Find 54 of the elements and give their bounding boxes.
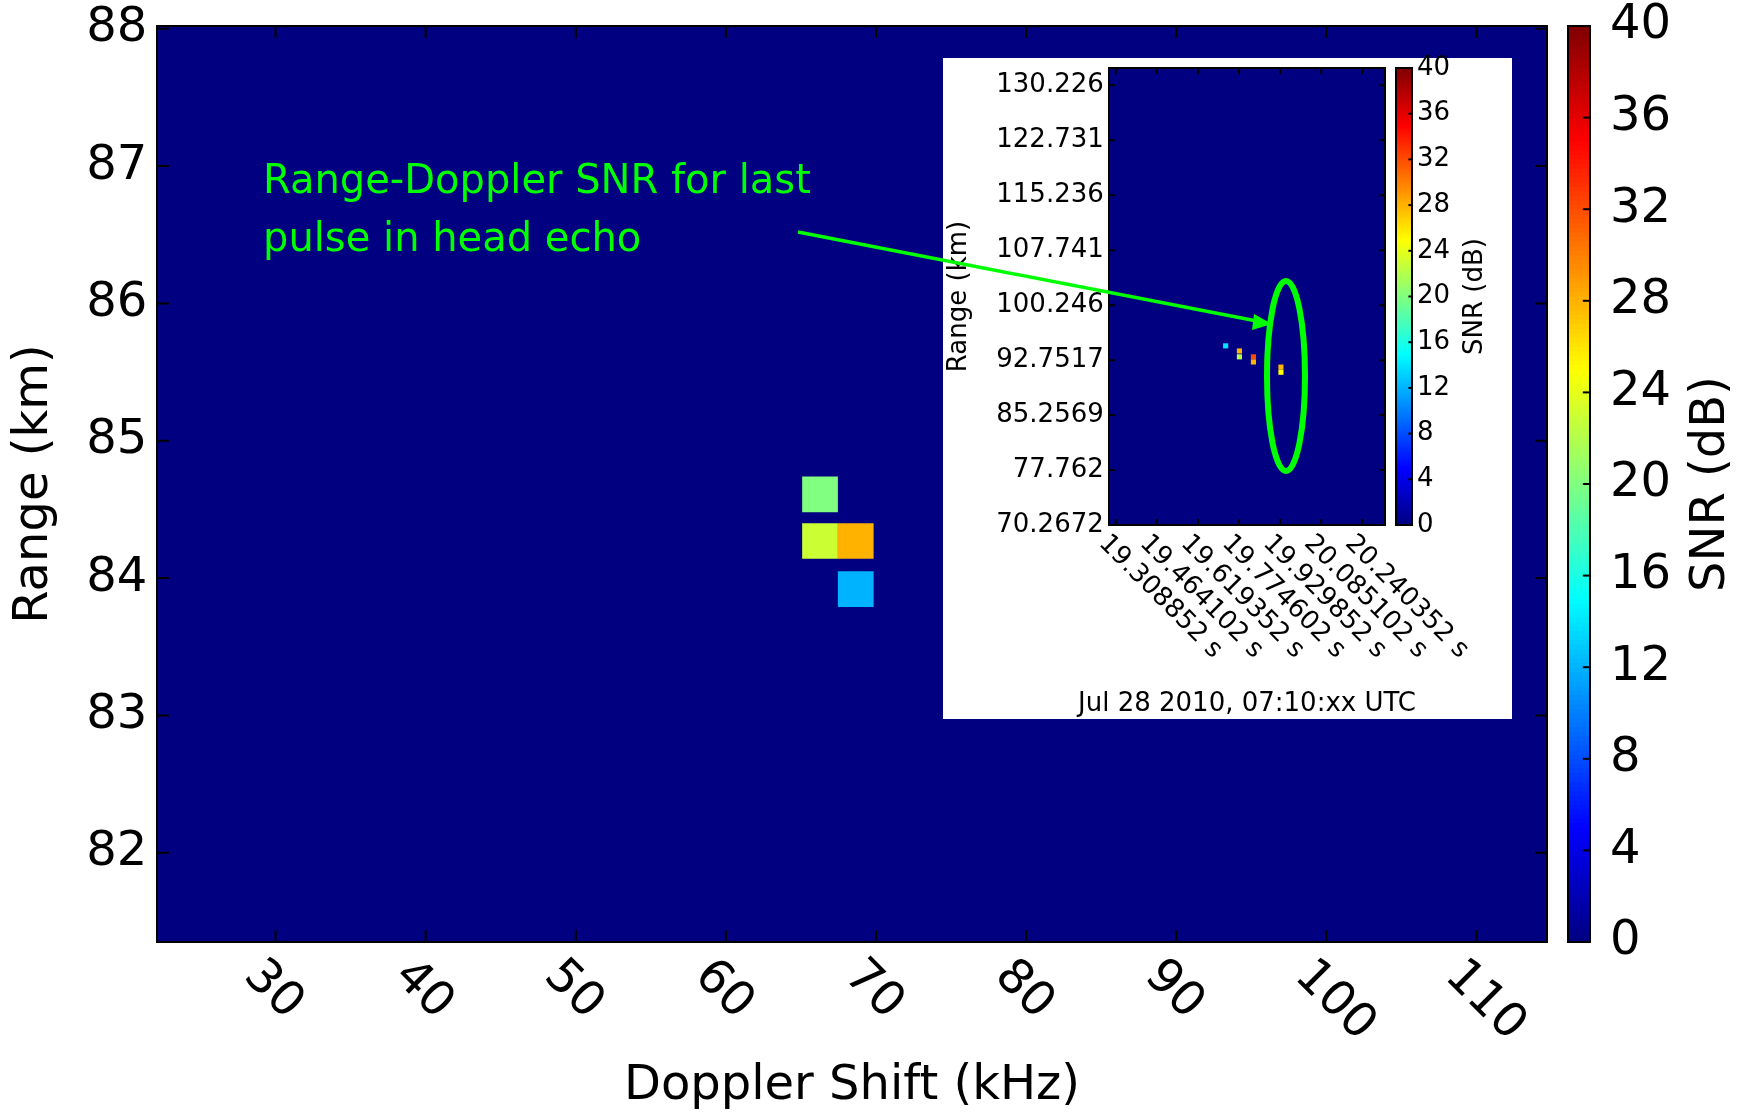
- y-axis-title: Range (km): [941, 220, 972, 373]
- x-tick-label: 40: [384, 945, 468, 1029]
- color-bar-label: 40: [1610, 0, 1672, 50]
- color-bar-label: 12: [1610, 634, 1672, 691]
- color-bar-label: 32: [1417, 142, 1451, 173]
- y-tick-label: 82: [86, 820, 148, 877]
- x-axis-title: Doppler Shift (kHz): [623, 1054, 1081, 1111]
- y-tick-label: 84: [86, 545, 148, 602]
- color-bar-label: 8: [1610, 726, 1641, 783]
- y-tick-label: 83: [86, 682, 148, 739]
- y-tick-label: 122.731: [996, 123, 1104, 154]
- color-bar-label: 20: [1417, 279, 1451, 310]
- x-tick-label: 110: [1435, 945, 1541, 1050]
- x-tick-label: 50: [535, 945, 618, 1029]
- color-bar-title: SNR (dB): [1679, 376, 1736, 592]
- color-bar-label: 0: [1417, 507, 1434, 538]
- color-bar-label: 24: [1610, 359, 1672, 416]
- x-tick-label: 100: [1285, 945, 1390, 1050]
- color-bar-title: SNR (dB): [1457, 238, 1488, 355]
- color-bar-label: 36: [1417, 96, 1451, 127]
- y-tick-label: 92.7517: [996, 342, 1104, 373]
- color-bar-label: 40: [1417, 50, 1451, 81]
- x-tick-label: 70: [835, 945, 919, 1029]
- y-tick-label: 85: [86, 408, 148, 465]
- color-bar-label: 16: [1417, 324, 1451, 355]
- y-tick-label: 86: [86, 270, 148, 327]
- color-bar-label: 4: [1610, 817, 1641, 874]
- color-bar-label: 0: [1610, 909, 1641, 966]
- y-tick-label: 107.741: [996, 232, 1104, 263]
- color-bar-label: 36: [1610, 85, 1672, 142]
- color-bar-label: 20: [1610, 451, 1672, 508]
- y-tick-label: 87: [86, 133, 148, 190]
- x-tick-label: 60: [685, 945, 768, 1029]
- y-tick-label: 130.226: [996, 68, 1104, 99]
- y-axis-title: Range (km): [2, 344, 59, 624]
- y-tick-label: 85.2569: [996, 397, 1104, 428]
- y-tick-label: 100.246: [996, 287, 1104, 318]
- x-tick-label: 30: [234, 945, 318, 1029]
- annotation: Range-Doppler SNR for last pulse in head echo: [263, 155, 812, 262]
- y-tick-label: 88: [86, 0, 148, 53]
- y-tick-label: 70.2672: [996, 507, 1104, 538]
- x-tick-label: 90: [1135, 945, 1219, 1029]
- x-axis-title: Jul 28 2010, 07:10:xx UTC: [1076, 686, 1416, 717]
- color-bar-label: 8: [1417, 416, 1434, 447]
- color-bar-label: 32: [1610, 176, 1672, 233]
- color-bar-label: 28: [1417, 187, 1451, 218]
- x-tick-label: 80: [985, 945, 1069, 1029]
- color-bar-label: 24: [1417, 233, 1451, 264]
- color-bar-label: 28: [1610, 268, 1672, 325]
- color-bar-label: 12: [1417, 370, 1451, 401]
- y-tick-label: 77.762: [1012, 452, 1104, 483]
- y-tick-label: 115.236: [996, 178, 1104, 208]
- color-bar-label: 4: [1417, 462, 1434, 493]
- color-bar-label: 16: [1610, 543, 1672, 600]
